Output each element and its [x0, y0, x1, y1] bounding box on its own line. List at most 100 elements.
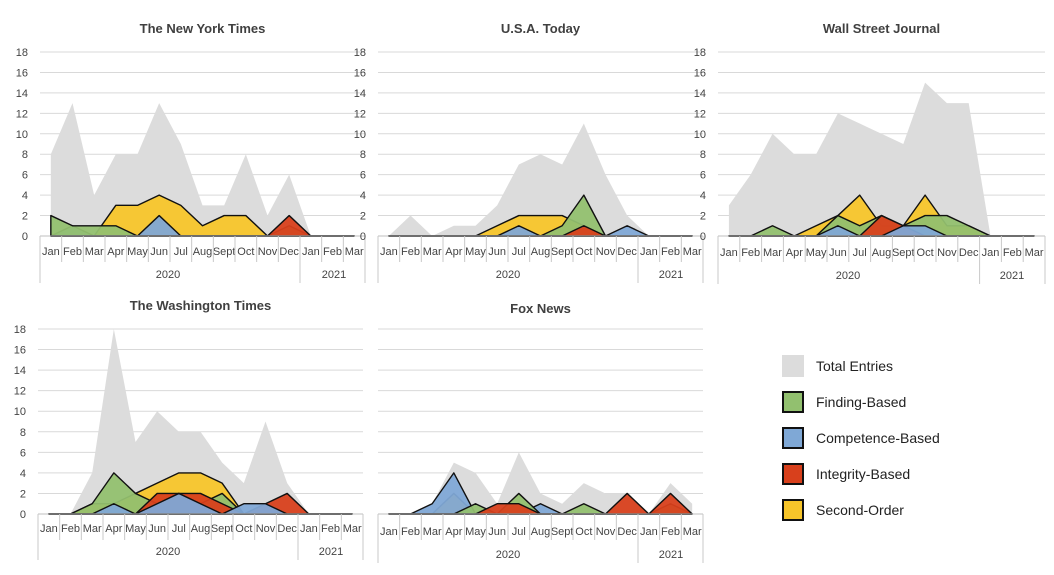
chart-1-xtick-8: Sept	[551, 246, 574, 258]
chart-2-ytick-9: 18	[694, 47, 706, 59]
chart-0-xtick-5: Jun	[150, 246, 168, 258]
chart-0-ytick-3: 6	[22, 170, 28, 182]
chart-1-xtick-5: Jun	[488, 246, 506, 258]
chart-1-xtick-10: Nov	[596, 246, 616, 258]
chart-1-xtick-11: Dec	[617, 246, 637, 258]
chart-3-xtick-6: Jul	[172, 523, 186, 535]
chart-2-ytick-6: 12	[694, 108, 706, 120]
chart-3-title: The Washington Times	[130, 298, 272, 313]
chart-3-ytick-6: 12	[14, 386, 26, 398]
chart-1-ytick-7: 14	[354, 88, 366, 100]
chart-0-xtick-9: Oct	[237, 246, 254, 258]
chart-2-ytick-1: 2	[700, 211, 706, 223]
chart-2-ytick-2: 4	[700, 190, 706, 202]
chart-3-xtick-11: Dec	[277, 523, 297, 535]
legend-label-second-order: Second-Order	[816, 502, 904, 518]
chart-3-ytick-2: 4	[20, 468, 26, 480]
chart-4-year-label-0: 2020	[496, 549, 520, 561]
chart-0-xtick-13: Feb	[323, 246, 342, 258]
legend: Total Entries Finding-Based Competence-B…	[782, 348, 1022, 528]
chart-0-xtick-7: Aug	[193, 246, 213, 258]
chart-3-xtick-13: Feb	[321, 523, 340, 535]
chart-0-xtick-10: Nov	[258, 246, 278, 258]
chart-2-ytick-3: 6	[700, 170, 706, 182]
chart-2-ytick-7: 14	[694, 88, 706, 100]
chart-0-ytick-6: 12	[16, 108, 28, 120]
chart-1-ytick-5: 10	[354, 129, 366, 141]
chart-4-xtick-1: Feb	[401, 526, 420, 538]
chart-1-ytick-4: 8	[360, 149, 366, 161]
chart-0-xtick-11: Dec	[279, 246, 299, 258]
chart-2-ytick-4: 8	[700, 149, 706, 161]
chart-0-xtick-14: Mar	[345, 246, 364, 258]
chart-3-xtick-12: Jan	[300, 523, 318, 535]
chart-3-ytick-0: 0	[20, 509, 26, 521]
chart-1-xtick-9: Oct	[575, 246, 592, 258]
chart-4-xtick-6: Jul	[512, 526, 526, 538]
legend-swatch-integrity	[782, 463, 804, 485]
chart-0-area-total	[50, 103, 355, 236]
chart-1-xtick-14: Mar	[683, 246, 702, 258]
chart-1-xtick-3: Apr	[445, 246, 462, 258]
chart-3-ytick-3: 6	[20, 447, 26, 459]
chart-3-xtick-7: Aug	[191, 523, 211, 535]
chart-2-area-total	[728, 82, 1035, 237]
chart-1-area-second_order	[388, 214, 693, 237]
chart-1-year-label-0: 2020	[496, 269, 520, 281]
chart-2-xtick-6: Jul	[853, 247, 867, 259]
chart-3-xtick-4: May	[125, 523, 146, 535]
chart-1-area-total	[388, 123, 693, 236]
chart-1-ytick-8: 16	[354, 67, 366, 79]
chart-3-xtick-5: Jun	[148, 523, 166, 535]
chart-2-year-label-0: 2020	[836, 270, 860, 282]
chart-1-ytick-6: 12	[354, 108, 366, 120]
chart-1-xtick-6: Jul	[512, 246, 526, 258]
chart-2-xtick-2: Mar	[763, 247, 782, 259]
chart-4-xtick-2: Mar	[423, 526, 442, 538]
chart-1-title: U.S.A. Today	[501, 21, 581, 36]
chart-1-ytick-9: 18	[354, 47, 366, 59]
chart-4-xtick-9: Oct	[575, 526, 592, 538]
chart-3-xtick-8: Sept	[211, 523, 234, 535]
chart-3-year-label-0: 2020	[156, 546, 180, 558]
chart-1-year-label-1: 2021	[659, 269, 683, 281]
legend-swatch-finding	[782, 391, 804, 413]
chart-1-ytick-2: 4	[360, 190, 366, 202]
chart-4-title: Fox News	[510, 301, 571, 316]
chart-1-xtick-12: Jan	[640, 246, 658, 258]
chart-3-xtick-9: Oct	[235, 523, 252, 535]
chart-0-xtick-8: Sept	[213, 246, 236, 258]
legend-item-integrity: Integrity-Based	[782, 456, 1022, 492]
chart-3-area-total	[48, 329, 353, 514]
chart-2-title: Wall Street Journal	[823, 21, 940, 36]
legend-item-finding: Finding-Based	[782, 384, 1022, 420]
chart-2-xtick-14: Mar	[1025, 247, 1044, 259]
chart-3-ytick-4: 8	[20, 427, 26, 439]
chart-0-ytick-7: 14	[16, 88, 28, 100]
chart-1-xtick-7: Aug	[531, 246, 551, 258]
chart-3-ytick-9: 18	[14, 324, 26, 336]
legend-item-second-order: Second-Order	[782, 492, 1022, 528]
chart-0-year-label-0: 2020	[156, 269, 180, 281]
chart-2-xtick-1: Feb	[741, 247, 760, 259]
chart-0-xtick-3: Apr	[107, 246, 124, 258]
chart-3-xtick-10: Nov	[256, 523, 276, 535]
chart-0-xtick-6: Jul	[174, 246, 188, 258]
chart-4-xtick-3: Apr	[445, 526, 462, 538]
chart-1-xtick-13: Feb	[661, 246, 680, 258]
chart-1-xtick-1: Feb	[401, 246, 420, 258]
chart-2-ytick-0: 0	[700, 231, 706, 243]
chart-0-year-label-1: 2021	[322, 269, 346, 281]
chart-2-xtick-12: Jan	[982, 247, 1000, 259]
chart-2-xtick-13: Feb	[1003, 247, 1022, 259]
chart-4-xtick-14: Mar	[683, 526, 702, 538]
chart-0-ytick-4: 8	[22, 149, 28, 161]
chart-3-xtick-0: Jan	[40, 523, 58, 535]
chart-0-xtick-1: Feb	[63, 246, 82, 258]
chart-3-ytick-1: 2	[20, 488, 26, 500]
chart-3-year-label-1: 2021	[319, 546, 343, 558]
chart-2-xtick-10: Nov	[937, 247, 957, 259]
chart-0-xtick-0: Jan	[42, 246, 60, 258]
chart-4-xtick-13: Feb	[661, 526, 680, 538]
chart-2-xtick-5: Jun	[829, 247, 847, 259]
